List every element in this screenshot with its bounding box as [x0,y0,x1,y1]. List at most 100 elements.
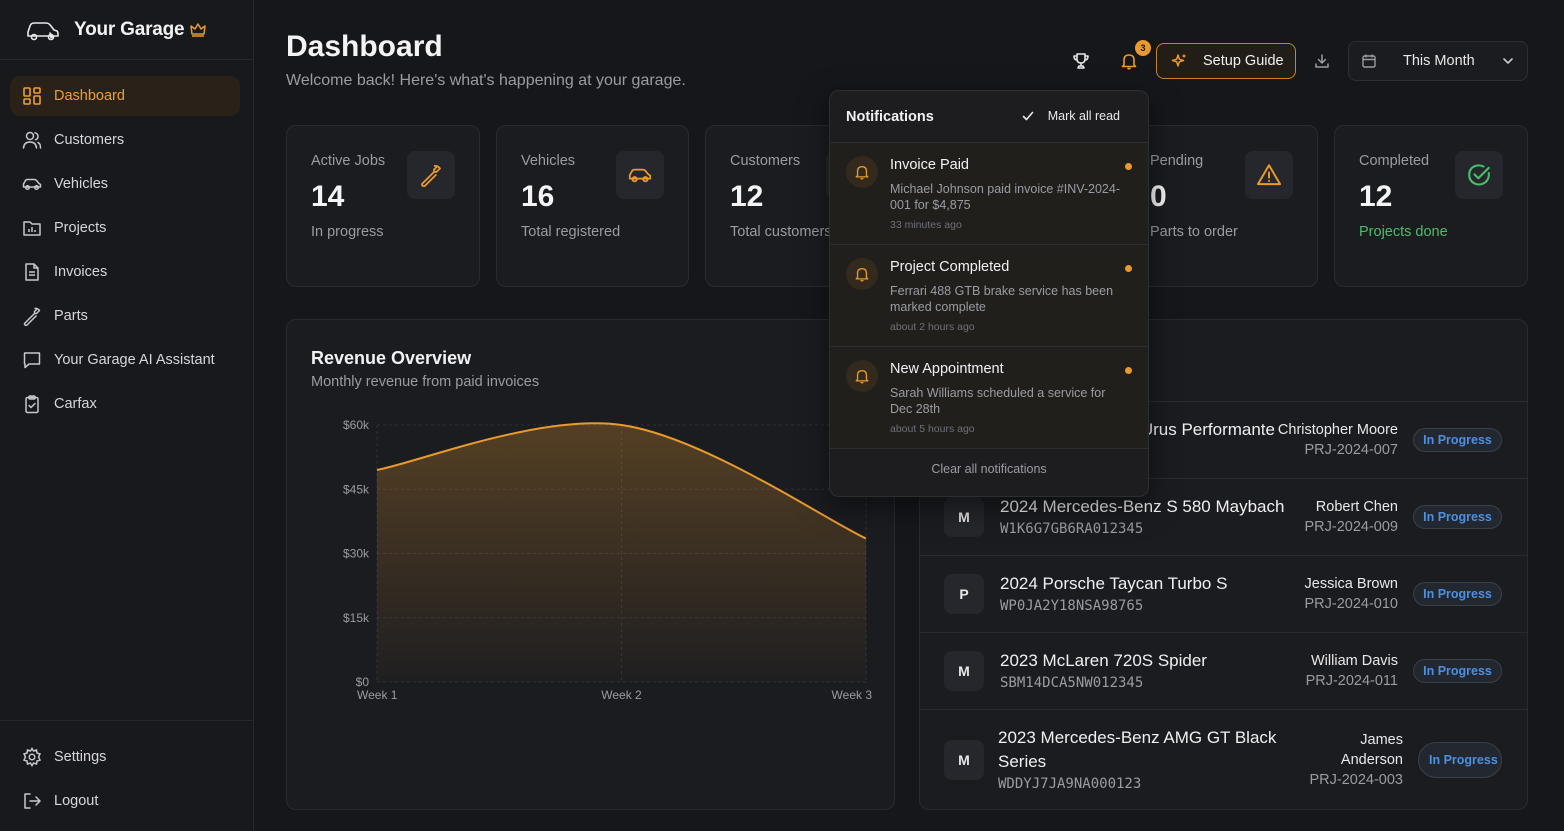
notification-body: Michael Johnson paid invoice #INV-2024-0… [890,182,1120,212]
document-icon [25,263,39,281]
sparkles-icon [1171,54,1186,67]
y-tick-label: $0 [356,675,370,689]
stat-label: Active Jobs [311,153,386,169]
revenue-panel: Revenue Overview Monthly revenue from pa… [286,319,895,810]
gear-icon [22,747,42,767]
project-id: PRJ-2024-007 [1304,442,1399,458]
status-badge: In Progress [1413,659,1502,683]
y-tick-label: $45k [343,482,370,496]
period-select[interactable]: This Month [1348,41,1528,81]
sidebar-item-label: Vehicles [54,176,109,192]
notification-item[interactable]: Invoice Paid Michael Johnson paid invoic… [830,143,1148,245]
stat-card-completed[interactable]: Completed 12 Projects done [1334,125,1528,287]
notification-body: Ferrari 488 GTB brake service has been m… [890,284,1114,314]
x-tick-label: Week 3 [832,688,873,702]
project-id: PRJ-2024-009 [1304,519,1399,535]
chat-icon [23,352,41,369]
stat-caption: Projects done [1359,224,1448,240]
page-subtitle: Welcome back! Here's what's happening at… [286,72,686,89]
sidebar-item-parts[interactable]: Parts [10,296,240,336]
sidebar-item-label: Your Garage AI Assistant [54,352,215,368]
sidebar-item-customers[interactable]: Customers [10,120,240,160]
table-row[interactable]: P 2024 Porsche Taycan Turbo S WP0JA2Y18N… [920,555,1527,632]
stat-label: Pending [1150,153,1204,169]
status-badge: In Progress [1413,505,1502,529]
sidebar-item-carfax[interactable]: Carfax [10,384,240,424]
wrench-icon [23,307,41,326]
mark-all-read-label: Mark all read [1047,109,1120,123]
stat-card-active-jobs[interactable]: Active Jobs 14 In progress [286,125,480,287]
sidebar-item-vehicles[interactable]: Vehicles [10,164,240,204]
sidebar-footer: Settings Logout [0,720,253,831]
project-id: PRJ-2024-003 [1309,772,1404,788]
project-id: PRJ-2024-010 [1304,596,1399,612]
stat-value: 12 [730,180,764,213]
customer-name: William Davis [1311,653,1398,669]
folder-chart-icon [23,221,41,236]
stat-label: Customers [730,153,801,169]
table-row[interactable]: M 2023 McLaren 720S Spider SBM14DCA5NW01… [920,632,1527,709]
status-badge: In Progress [1418,742,1502,778]
vehicle-name: 2024 Mercedes-Benz S 580 Maybach [1000,497,1285,516]
notification-item[interactable]: New Appointment Sarah Williams scheduled… [830,347,1148,449]
stat-value: 0 [1150,180,1167,213]
stat-caption: Total registered [521,224,621,240]
notification-title: Invoice Paid [890,157,969,173]
export-button[interactable] [1310,48,1334,74]
revenue-area [377,423,866,682]
sidebar-item-logout[interactable]: Logout [10,781,243,821]
clear-all-notifications-button[interactable]: Clear all notifications [931,462,1047,476]
table-row[interactable]: M 2024 Mercedes-Benz S 580 Maybach W1K6G… [920,478,1527,555]
sidebar-item-projects[interactable]: Projects [10,208,240,248]
bell-icon [855,166,869,180]
stat-icon-box [1245,151,1293,199]
notification-icon-circle [846,156,878,188]
setup-guide-button[interactable]: Setup Guide [1156,43,1296,79]
stat-icon-box [616,151,664,199]
brand-name: Your Garage [74,18,185,40]
sidebar-item-label: Invoices [54,264,108,280]
revenue-subtitle: Monthly revenue from paid invoices [311,374,540,390]
stat-card-vehicles[interactable]: Vehicles 16 Total registered [496,125,689,287]
bell-icon [855,370,869,384]
notification-icon-circle [846,360,878,392]
car-icon [22,178,42,191]
notification-time: 33 minutes ago [890,219,962,231]
warning-icon [1256,164,1282,186]
notification-title: New Appointment [890,361,1004,377]
customer-name: Robert Chen [1315,499,1398,515]
notifications-title: Notifications [846,109,934,125]
car-icon [628,168,652,183]
sidebar-item-settings[interactable]: Settings [10,737,243,777]
y-tick-label: $30k [343,547,370,561]
stat-caption: Total customers [730,224,832,240]
notifications-dropdown: Notifications Mark all read Invoice Paid… [829,90,1149,497]
notifications-button[interactable] [1116,48,1142,74]
vehicle-vin: WDDYJ7JA9NA000123 [998,776,1142,792]
stat-label: Completed [1359,153,1430,169]
sidebar-nav: Dashboard Customers Vehicles Projects In… [10,76,240,428]
wrench-icon [421,165,441,187]
garage-logo-icon [27,21,59,40]
brand[interactable]: Your Garage [0,0,253,60]
y-tick-label: $60k [343,418,370,432]
notifications-header: Notifications Mark all read [830,91,1148,143]
vehicle-name: 2023 Mercedes-Benz AMG GT Black Series [998,728,1277,771]
stat-label: Vehicles [521,153,576,169]
notification-icon-circle [846,258,878,290]
sidebar-item-ai-assistant[interactable]: Your Garage AI Assistant [10,340,240,380]
stat-value: 16 [521,180,555,213]
achievements-button[interactable] [1068,48,1094,74]
status-badge: In Progress [1413,582,1502,606]
mark-all-read-button[interactable]: Mark all read [1022,109,1120,123]
notification-item[interactable]: Project Completed Ferrari 488 GTB brake … [830,245,1148,347]
stat-card-pending[interactable]: Pending 0 Parts to order [1125,125,1318,287]
sidebar-item-label: Dashboard [54,88,125,104]
check-icon [1022,111,1034,121]
unread-dot [1125,265,1132,272]
sidebar-item-invoices[interactable]: Invoices [10,252,240,292]
period-select-value: This Month [1403,53,1475,69]
table-row[interactable]: M 2023 Mercedes-Benz AMG GT Black Series… [920,709,1527,809]
sidebar-item-dashboard[interactable]: Dashboard [10,76,240,116]
vehicle-vin: WP0JA2Y18NSA98765 [1000,598,1144,614]
